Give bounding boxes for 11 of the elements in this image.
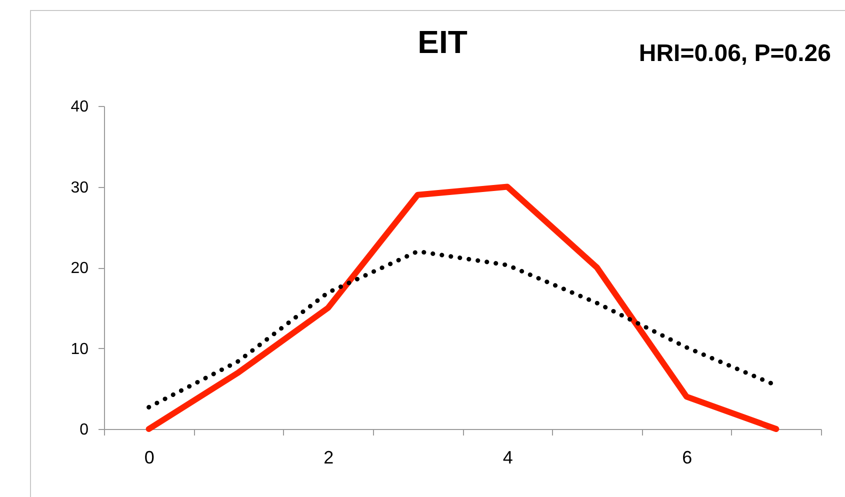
x-tick-label: 4 (502, 448, 513, 468)
y-tick-label: 30 (70, 179, 89, 196)
y-tick-label: 20 (70, 260, 89, 277)
y-tick-label: 10 (70, 340, 89, 358)
x-tick-label: 2 (324, 448, 334, 468)
y-tick-label: 40 (70, 98, 89, 116)
chart-title: EIT (418, 24, 468, 60)
y-tick-label: 0 (80, 422, 89, 438)
x-tick-label: 6 (682, 448, 692, 468)
x-tick-label: 0 (144, 448, 154, 468)
text: HRI=0.06, P=0.26 (638, 40, 831, 67)
